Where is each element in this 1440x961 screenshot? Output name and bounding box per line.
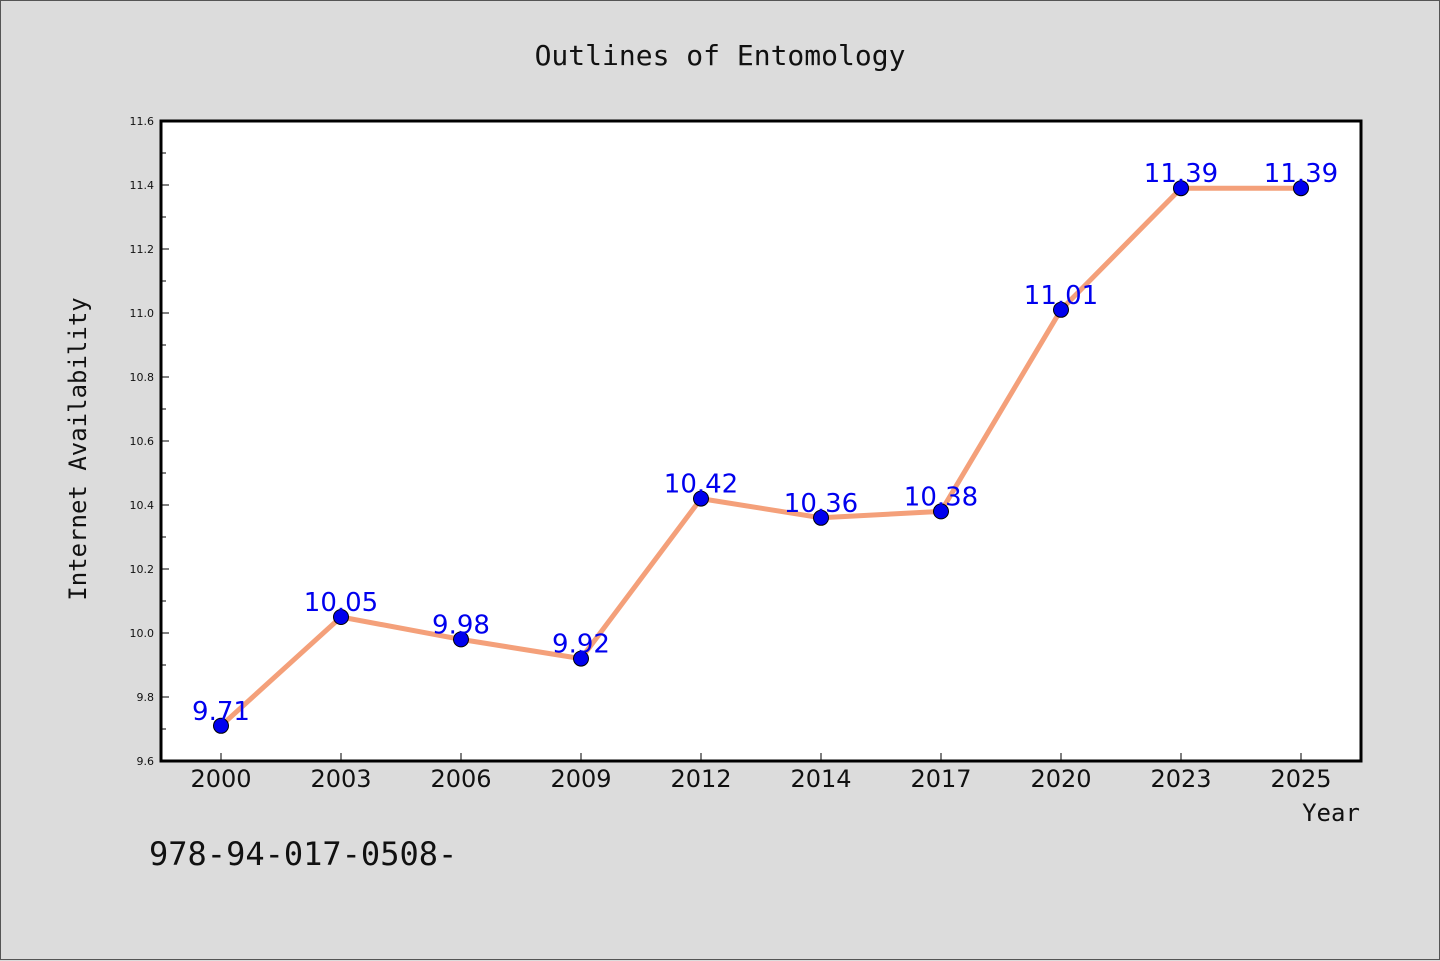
y-axis-label: Internet Availability — [64, 297, 92, 600]
series-markers — [213, 180, 1309, 734]
data-label: 9.98 — [432, 610, 490, 640]
x-tick-label: 2006 — [430, 765, 491, 793]
data-label: 10.38 — [904, 482, 978, 512]
chart-title: Outlines of Entomology — [535, 39, 906, 72]
data-label: 11.01 — [1024, 281, 1098, 311]
y-tick-label: 10.2 — [130, 563, 155, 576]
y-axis: 9.6 9.8 10.0 10.2 10.4 10.6 10.8 11.0 11.2 11.4 11… — [130, 115, 169, 768]
x-tick-label: 2003 — [310, 765, 371, 793]
y-tick-label: 11.2 — [130, 243, 155, 256]
data-point — [933, 503, 949, 520]
data-label: 10.05 — [304, 588, 378, 618]
data-point — [693, 490, 709, 507]
plot-area — [159, 119, 1363, 763]
data-labels: 9.71 10.05 9.98 9.92 10.42 10.36 10.38 11.01 11.… — [192, 159, 1338, 727]
y-tick-label: 9.8 — [137, 691, 155, 704]
isbn-footnote: 978-94-017-0508- — [149, 835, 457, 873]
data-label: 11.39 — [1264, 159, 1338, 189]
data-point — [573, 650, 589, 667]
data-point — [1053, 301, 1069, 318]
x-axis: 2000 2003 2006 2009 2012 2014 2017 2020 2023 2025 — [190, 753, 1332, 793]
x-tick-label: 2025 — [1270, 765, 1331, 793]
y-tick-label: 10.0 — [130, 627, 155, 640]
x-axis-label: Year — [1302, 799, 1360, 827]
x-tick-label: 2000 — [190, 765, 251, 793]
x-tick-label: 2012 — [670, 765, 731, 793]
data-label: 10.42 — [664, 470, 738, 500]
data-point — [813, 509, 829, 526]
x-tick-label: 2017 — [910, 765, 971, 793]
x-tick-label: 2023 — [1150, 765, 1211, 793]
y-tick-label: 10.4 — [130, 499, 155, 512]
x-tick-label: 2020 — [1030, 765, 1091, 793]
x-tick-label: 2009 — [550, 765, 611, 793]
data-point — [1173, 180, 1189, 197]
data-point — [333, 609, 349, 625]
data-point — [1293, 180, 1309, 197]
y-tick-label: 11.4 — [130, 179, 155, 192]
data-label: 9.92 — [552, 630, 610, 660]
y-tick-label: 10.8 — [130, 371, 155, 384]
y-tick-label: 9.6 — [137, 755, 155, 768]
series-line — [219, 185, 1301, 728]
y-tick-label: 11.6 — [130, 115, 155, 128]
data-label: 11.39 — [1144, 159, 1218, 189]
y-tick-label: 10.6 — [130, 435, 155, 448]
x-tick-label: 2014 — [790, 765, 851, 793]
data-point — [213, 717, 229, 734]
data-label: 10.36 — [784, 489, 858, 519]
data-label: 9.71 — [192, 697, 250, 727]
y-tick-label: 11.0 — [130, 307, 155, 320]
data-point — [453, 631, 469, 648]
